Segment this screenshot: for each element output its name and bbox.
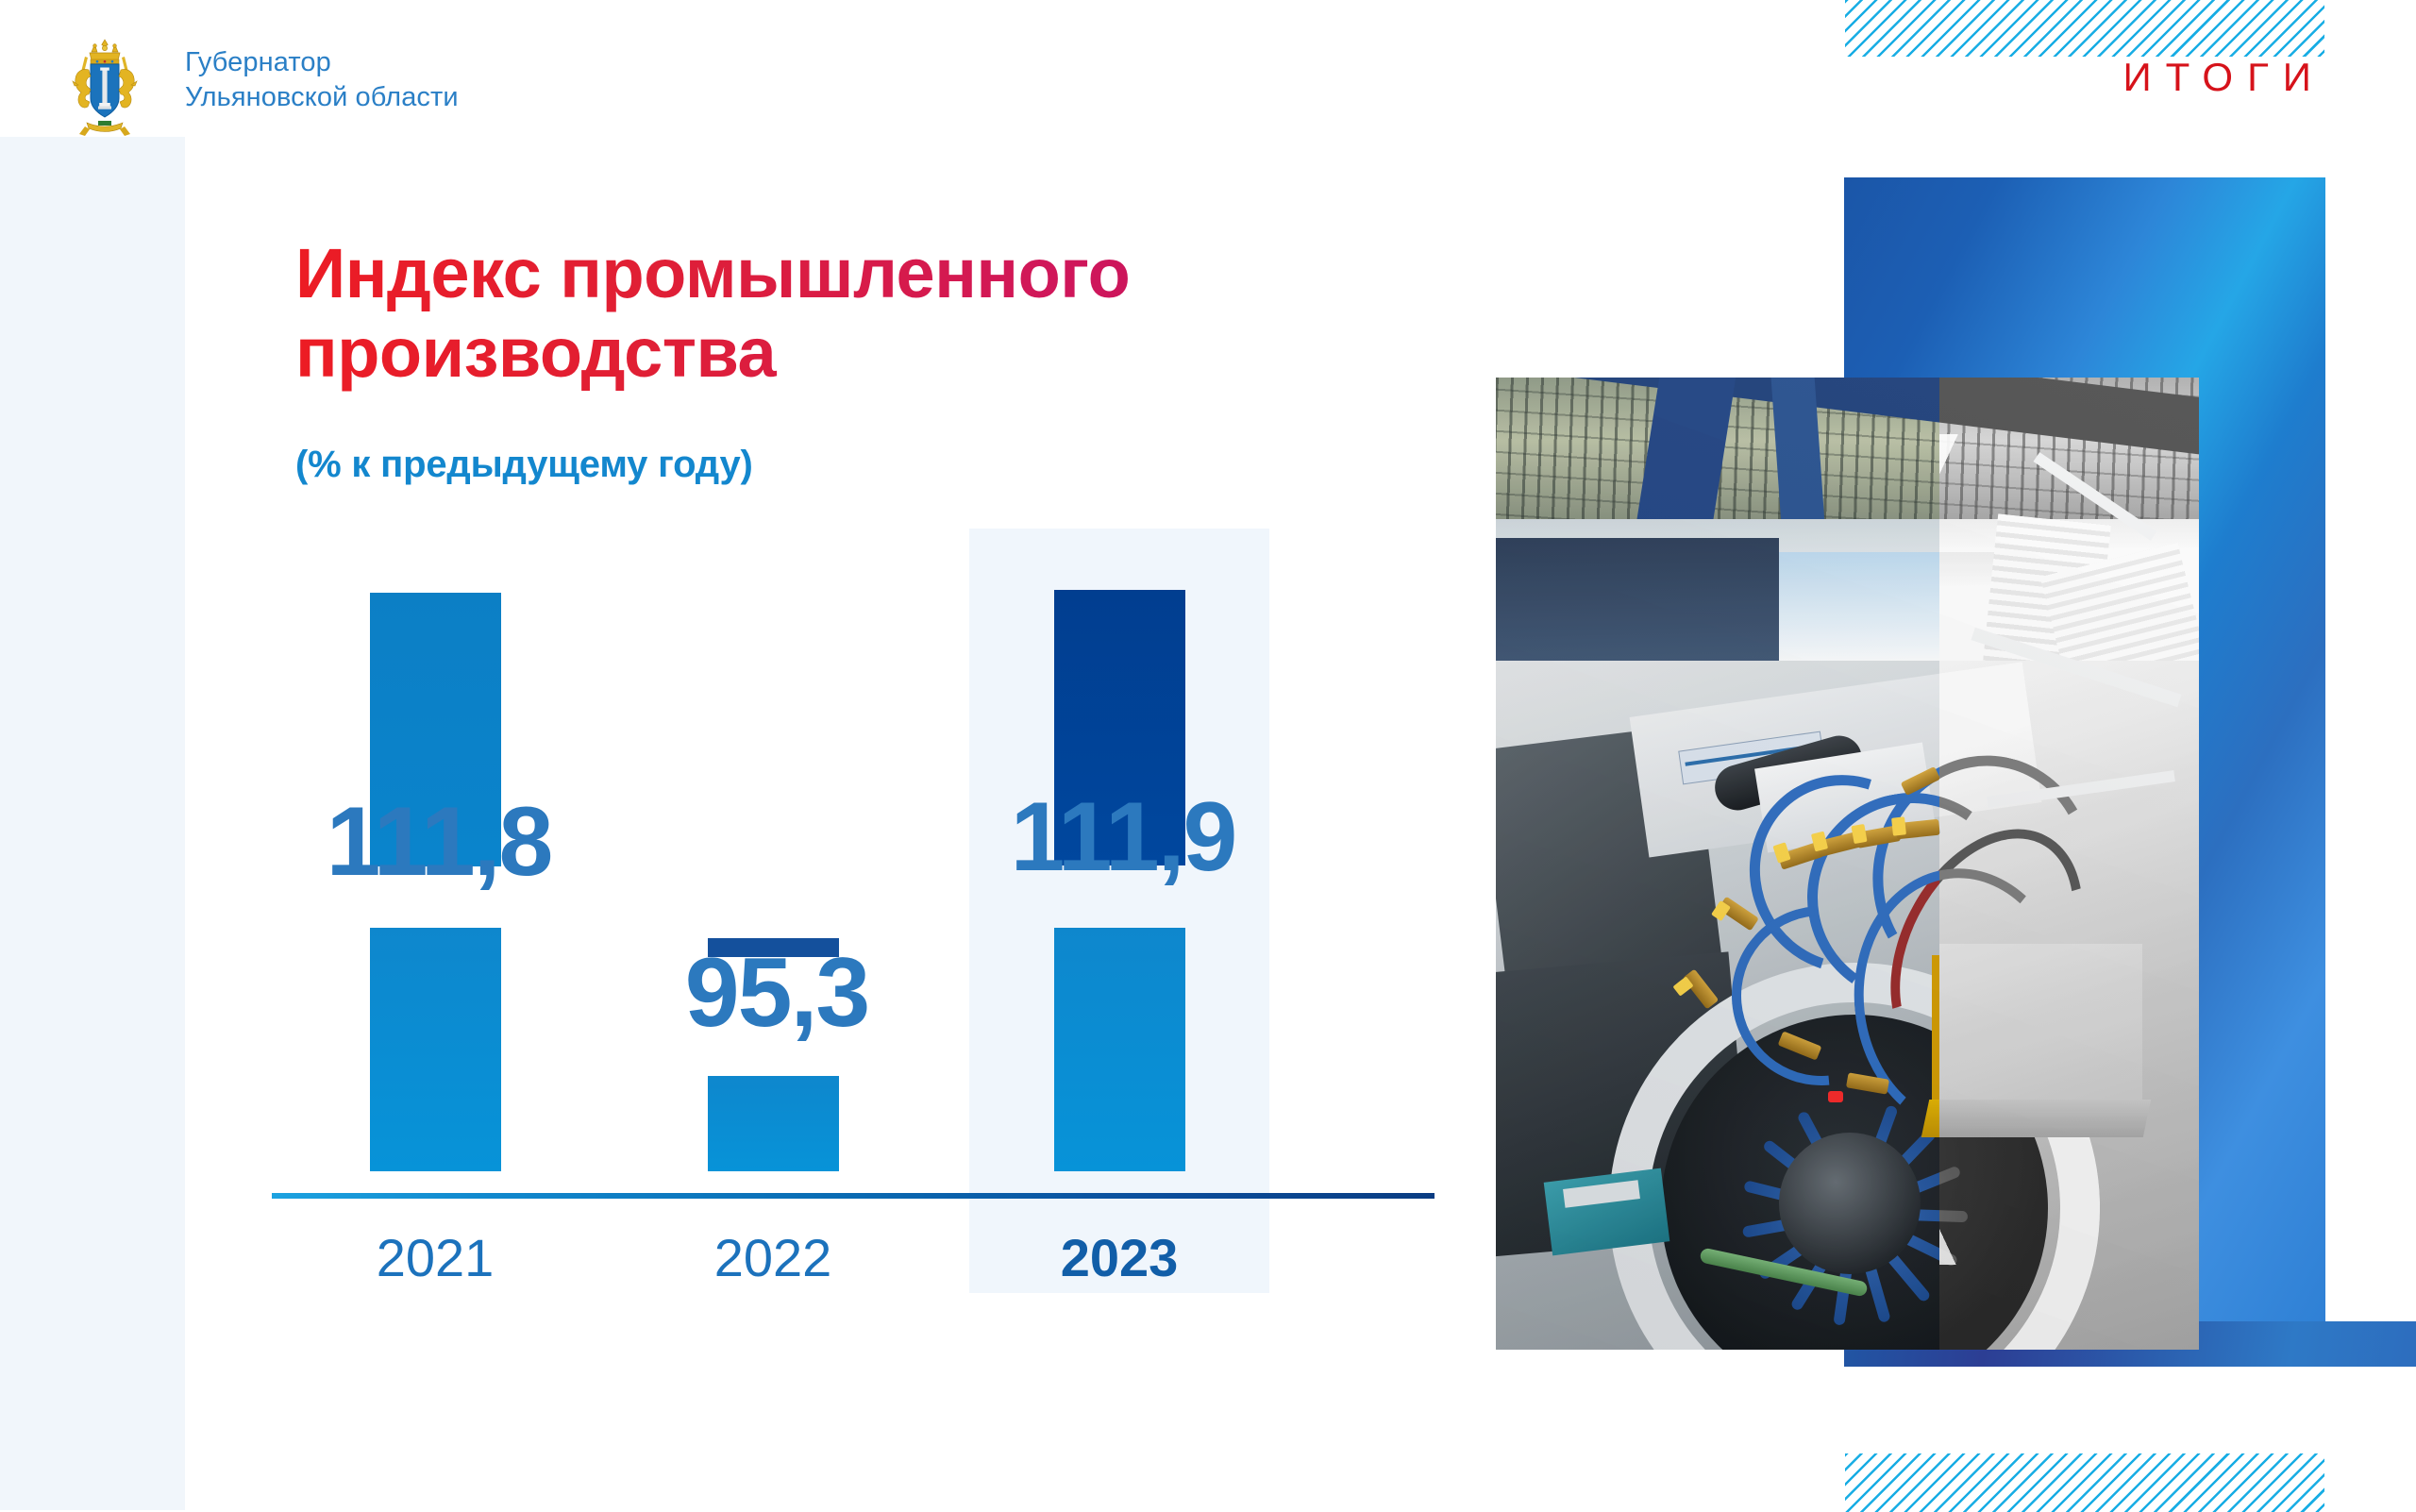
bar-2022-lower-segment [708,1076,839,1171]
diagonal-hatch-top [1845,0,2324,57]
axis-tick-label-2021: 2021 [376,1228,495,1287]
bar-2023-upper-segment [1054,590,1185,865]
value-text-2022: 95,3 [684,938,870,1048]
bar-2021-upper-segment [370,593,501,866]
bar-value-label-2022: 95,3 [649,944,904,1042]
axis-tick-label-2023: 2023 [1060,1228,1179,1287]
results-label: ИТОГИ [2122,55,2325,99]
page-title: Индекс промышленного производства [295,234,1409,393]
bar-value-label-2021: 111,8 [311,793,566,891]
value-text-2021: 111,8 [326,787,554,897]
page-subtitle: (% к предыдущему году) [295,444,753,485]
diagonal-hatch-bottom [1845,1453,2324,1512]
industrial-machinery-photo [1496,378,2199,1350]
bar-2021-lower-segment [370,928,501,1171]
brand-line-2: Ульяновской области [185,82,459,112]
axis-tick-label-2022: 2022 [713,1228,832,1287]
bar-value-label-2023: 111,9 [996,788,1250,886]
bar-2022-upper-segment [708,938,839,957]
left-accent-strip [0,137,185,1510]
slide-header: Губернатор Ульяновской области ИТОГИ [0,0,2416,138]
bar-2023-lower-segment [1054,928,1185,1171]
brand-title: Губернатор Ульяновской области [185,45,459,115]
chart-axis-line [272,1193,1434,1199]
brand-line-1: Губернатор [185,47,331,77]
bar-chart: 111,8 95,3 111,9 2021 2022 2023 [272,529,1434,1293]
ulyanovsk-coat-of-arms-icon [62,36,147,138]
value-text-2023: 111,9 [1010,782,1238,892]
